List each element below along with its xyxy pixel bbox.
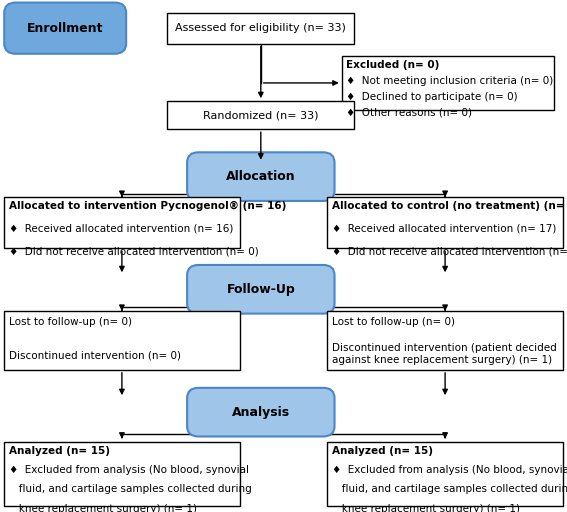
Text: ♦  Received allocated intervention (n= 17): ♦ Received allocated intervention (n= 17… (332, 224, 556, 234)
Text: ♦  Other reasons (n= 0): ♦ Other reasons (n= 0) (346, 108, 472, 118)
Text: Analyzed (n= 15): Analyzed (n= 15) (332, 445, 433, 456)
FancyBboxPatch shape (187, 265, 335, 313)
Text: ♦  Did not receive allocated intervention (n= 0): ♦ Did not receive allocated intervention… (332, 246, 567, 257)
Text: Allocated to intervention Pycnogenol® (n= 16): Allocated to intervention Pycnogenol® (n… (9, 201, 286, 211)
Text: knee replacement surgery) (n= 1): knee replacement surgery) (n= 1) (9, 504, 197, 512)
Text: Allocated to control (no treatment) (n= 17): Allocated to control (no treatment) (n= … (332, 201, 567, 211)
FancyBboxPatch shape (187, 388, 335, 436)
Text: ♦  Did not receive allocated intervention (n= 0): ♦ Did not receive allocated intervention… (9, 246, 259, 257)
FancyBboxPatch shape (187, 153, 335, 201)
Text: Enrollment: Enrollment (27, 22, 103, 35)
FancyBboxPatch shape (5, 3, 126, 54)
Text: ♦  Excluded from analysis (No blood, synovial: ♦ Excluded from analysis (No blood, syno… (332, 465, 567, 475)
Text: ♦  Declined to participate (n= 0): ♦ Declined to participate (n= 0) (346, 92, 518, 102)
Text: Assessed for eligibility (n= 33): Assessed for eligibility (n= 33) (175, 23, 346, 33)
Text: Discontinued intervention (n= 0): Discontinued intervention (n= 0) (9, 351, 181, 361)
Text: Analysis: Analysis (232, 406, 290, 419)
FancyBboxPatch shape (5, 197, 239, 248)
Text: ♦  Excluded from analysis (No blood, synovial: ♦ Excluded from analysis (No blood, syno… (9, 465, 249, 475)
Text: fluid, and cartilage samples collected during: fluid, and cartilage samples collected d… (332, 484, 567, 494)
FancyBboxPatch shape (5, 441, 239, 506)
Text: Analyzed (n= 15): Analyzed (n= 15) (9, 445, 110, 456)
FancyBboxPatch shape (328, 311, 562, 370)
FancyBboxPatch shape (5, 311, 239, 370)
Text: fluid, and cartilage samples collected during: fluid, and cartilage samples collected d… (9, 484, 252, 494)
Text: Allocation: Allocation (226, 170, 295, 183)
FancyBboxPatch shape (328, 197, 562, 248)
FancyBboxPatch shape (328, 441, 562, 506)
Text: knee replacement surgery) (n= 1): knee replacement surgery) (n= 1) (332, 504, 520, 512)
FancyBboxPatch shape (167, 101, 354, 129)
Text: Lost to follow-up (n= 0): Lost to follow-up (n= 0) (332, 317, 455, 327)
Text: Excluded (n= 0): Excluded (n= 0) (346, 60, 439, 70)
FancyBboxPatch shape (341, 56, 555, 110)
Text: Lost to follow-up (n= 0): Lost to follow-up (n= 0) (9, 317, 132, 327)
Text: Randomized (n= 33): Randomized (n= 33) (203, 110, 319, 120)
Text: against knee replacement surgery) (n= 1): against knee replacement surgery) (n= 1) (332, 355, 552, 365)
Text: ♦  Not meeting inclusion criteria (n= 0): ♦ Not meeting inclusion criteria (n= 0) (346, 76, 553, 86)
Text: ♦  Received allocated intervention (n= 16): ♦ Received allocated intervention (n= 16… (9, 224, 233, 234)
Text: Discontinued intervention (patient decided: Discontinued intervention (patient decid… (332, 343, 557, 353)
Text: Follow-Up: Follow-Up (226, 283, 295, 296)
FancyBboxPatch shape (167, 13, 354, 44)
